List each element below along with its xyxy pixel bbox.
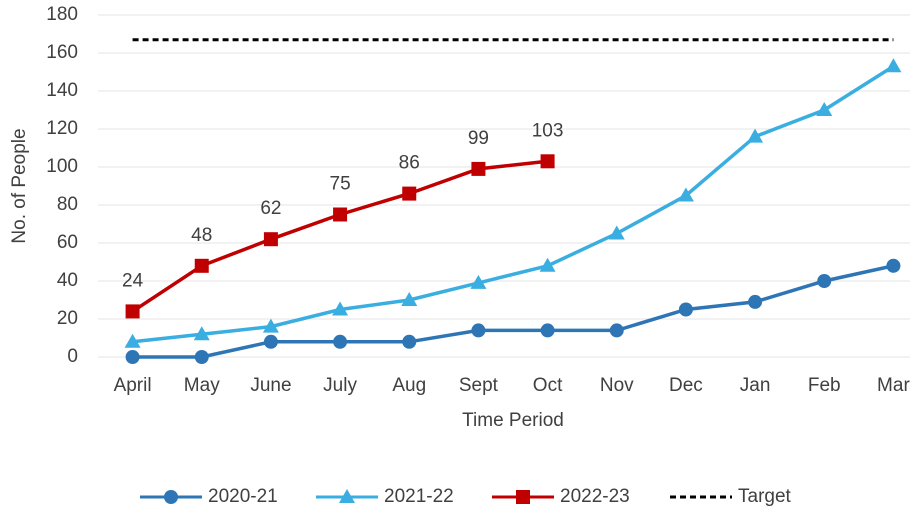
point <box>817 274 832 288</box>
legend-label: 2020-21 <box>208 486 278 507</box>
point <box>471 323 486 338</box>
x-tick-label: May <box>184 375 220 396</box>
y-tick-label: 0 <box>67 346 78 367</box>
point <box>402 186 417 201</box>
legend-item: 2022-23 <box>492 486 630 507</box>
data-label: 99 <box>468 128 489 149</box>
point <box>332 301 349 316</box>
x-tick-label: July <box>323 375 357 396</box>
y-tick-label: 160 <box>46 42 78 63</box>
point <box>516 490 530 504</box>
y-tick-label: 40 <box>57 270 78 291</box>
point <box>609 323 624 338</box>
point <box>747 128 764 143</box>
x-tick-label: Dec <box>669 375 703 396</box>
data-label: 103 <box>532 120 564 141</box>
point <box>262 318 279 333</box>
y-tick-label: 120 <box>46 118 78 139</box>
point <box>678 302 693 317</box>
data-label: 48 <box>191 225 212 246</box>
x-tick-label: Jan <box>740 375 771 396</box>
point <box>886 258 901 273</box>
point <box>401 292 418 306</box>
point <box>748 294 763 309</box>
point <box>608 225 625 240</box>
data-label: 24 <box>122 270 144 291</box>
point <box>194 258 209 273</box>
x-tick-label: June <box>250 375 291 396</box>
y-tick-label: 140 <box>46 80 78 101</box>
point <box>471 161 486 176</box>
point <box>885 58 902 73</box>
point <box>125 350 140 364</box>
x-tick-label: April <box>114 375 152 396</box>
legend-item: Target <box>670 486 792 507</box>
x-tick-label: Feb <box>808 375 841 396</box>
point <box>125 304 140 319</box>
point <box>333 207 348 222</box>
point <box>263 232 278 247</box>
point <box>470 274 487 289</box>
series-line <box>132 264 894 359</box>
x-tick-label: Sept <box>459 375 499 396</box>
y-tick-label: 60 <box>57 232 78 253</box>
y-axis-label: No. of People <box>9 128 30 243</box>
legend-item: 2020-21 <box>140 486 278 507</box>
x-axis-label: Time Period <box>462 410 564 431</box>
y-tick-label: 100 <box>46 156 78 177</box>
series-line <box>132 64 895 344</box>
point <box>124 333 141 348</box>
point <box>333 334 348 349</box>
x-tick-label: Mar <box>877 375 910 396</box>
point <box>539 257 556 272</box>
y-tick-label: 80 <box>57 194 78 215</box>
point <box>194 350 209 364</box>
legend-label: Target <box>738 486 792 507</box>
point <box>339 489 355 503</box>
legend-item: 2021-22 <box>316 486 454 507</box>
point <box>402 334 417 349</box>
y-tick-label: 180 <box>46 4 78 25</box>
legend-label: 2021-22 <box>384 486 454 507</box>
point <box>540 323 555 338</box>
point <box>816 102 833 116</box>
data-label: 75 <box>330 174 351 195</box>
data-label: 62 <box>260 198 281 219</box>
x-tick-label: Aug <box>392 375 426 396</box>
y-tick-label: 20 <box>57 308 78 329</box>
legend-label: 2022-23 <box>560 486 630 507</box>
data-label: 86 <box>399 153 420 174</box>
point <box>540 154 555 169</box>
point <box>677 187 694 202</box>
x-tick-label: Nov <box>600 375 634 396</box>
point <box>263 334 278 349</box>
point <box>164 490 178 504</box>
x-tick-label: Oct <box>533 375 563 396</box>
point <box>193 326 210 341</box>
